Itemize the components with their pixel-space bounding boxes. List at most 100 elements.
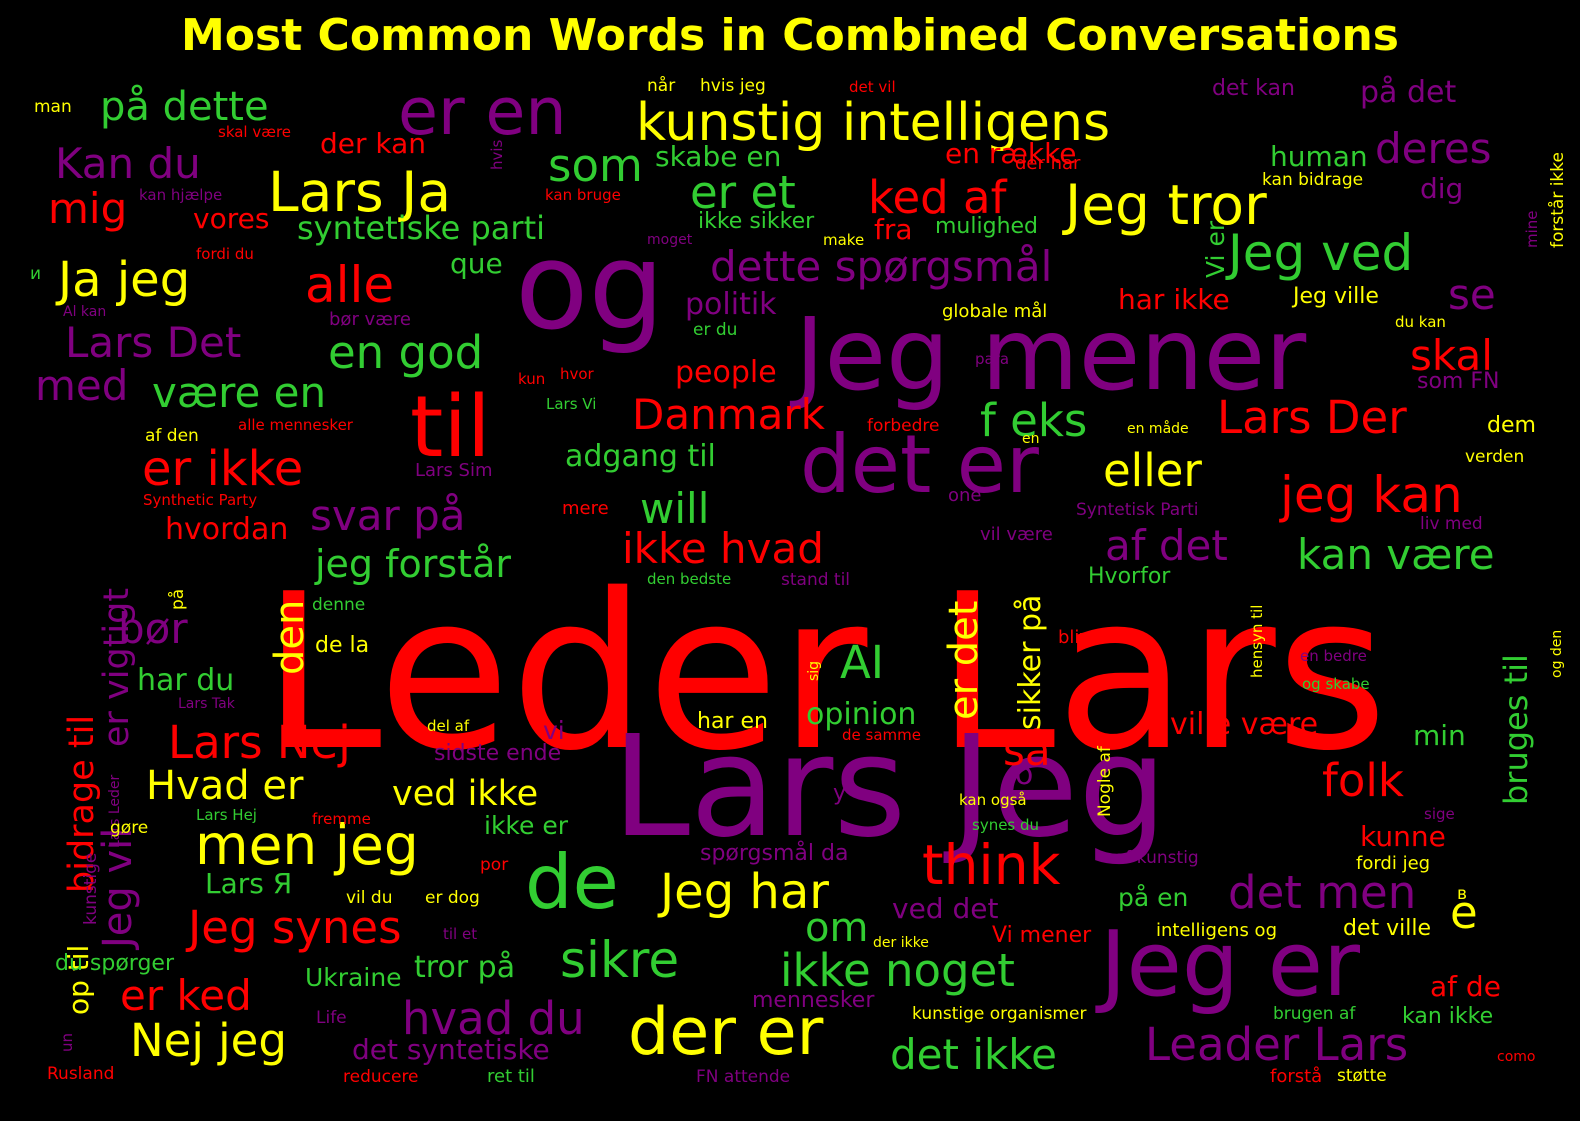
cloud-word: på dette <box>100 84 269 130</box>
cloud-word: human <box>1270 140 1368 173</box>
cloud-word: del af <box>427 717 470 735</box>
cloud-word: svar på <box>310 491 466 540</box>
cloud-word: people <box>675 355 777 390</box>
cloud-word: vi <box>543 716 565 745</box>
cloud-word: o <box>1015 757 1034 792</box>
cloud-word: Jeg har <box>660 864 829 920</box>
cloud-word: du kan <box>1395 313 1446 331</box>
cloud-word: har en <box>697 709 768 734</box>
cloud-word: det vil <box>849 78 896 96</box>
cloud-word: en <box>1022 431 1040 447</box>
cloud-word: bruges til <box>1497 654 1535 805</box>
cloud-word: til et <box>443 925 478 943</box>
cloud-word: e <box>1450 886 1478 939</box>
cloud-word: syntetiske parti <box>297 209 545 247</box>
cloud-word: verden <box>1465 447 1525 467</box>
cloud-word: moget <box>647 232 693 248</box>
cloud-word: hvis jeg <box>700 76 766 96</box>
cloud-word: hvordan <box>165 512 289 547</box>
cloud-word: spørgsmål da <box>700 841 849 866</box>
cloud-word: støtte <box>1337 1066 1387 1086</box>
cloud-word: opinion <box>806 697 917 732</box>
cloud-word: que <box>450 247 503 280</box>
cloud-word: folk <box>1322 754 1404 807</box>
cloud-word: en bedre <box>1300 647 1367 665</box>
cloud-word: mulighed <box>935 214 1039 239</box>
cloud-word: Lars Der <box>1217 391 1407 444</box>
cloud-word: f eks <box>980 394 1088 447</box>
cloud-word: reducere <box>343 1067 419 1087</box>
cloud-word: der har <box>1015 153 1081 174</box>
cloud-word: den bedste <box>647 570 732 588</box>
cloud-word: Kan du <box>55 139 201 188</box>
cloud-word: think <box>922 833 1061 897</box>
cloud-word: forstå <box>1270 1066 1323 1087</box>
cloud-word: deres <box>1375 124 1492 173</box>
cloud-word: når <box>647 76 676 96</box>
cloud-word: Jeg tror <box>1065 173 1267 237</box>
cloud-word: de samme <box>842 726 921 744</box>
cloud-word: skal være <box>218 123 292 141</box>
cloud-word: på det <box>1360 75 1457 110</box>
cloud-word: kan være <box>1297 530 1495 579</box>
cloud-word: kunstige organismer <box>912 1004 1087 1024</box>
cloud-word: Jeg ville <box>1293 284 1379 309</box>
cloud-word: om <box>805 905 869 951</box>
cloud-word: skal <box>1410 331 1493 380</box>
cloud-word: har ikke <box>1118 283 1230 316</box>
cloud-word: og skabe <box>1302 675 1370 693</box>
cloud-word: globale mål <box>942 301 1048 322</box>
cloud-word: FN attende <box>696 1067 791 1087</box>
cloud-word: så <box>1003 726 1051 775</box>
cloud-word: intelligens og <box>1156 920 1277 941</box>
cloud-word: mere <box>562 498 609 519</box>
cloud-word: Lars Jeg <box>612 706 1168 869</box>
cloud-word: være en <box>152 368 327 417</box>
cloud-word: er en <box>398 75 567 150</box>
cloud-word: man <box>34 97 72 117</box>
cloud-word: min <box>1413 719 1466 752</box>
cloud-word: kan ikke <box>1402 1004 1494 1029</box>
cloud-word: Synthetic Party <box>143 491 258 509</box>
cloud-word: tror på <box>414 950 516 985</box>
cloud-word: ville være <box>1170 707 1319 742</box>
cloud-word: er ked <box>120 971 252 1020</box>
cloud-word: det syntetiske <box>352 1033 550 1066</box>
cloud-word: Jeg er <box>1100 912 1361 1017</box>
cloud-word: Lars Vi <box>546 395 597 413</box>
cloud-word: por <box>480 855 509 875</box>
cloud-word: Hvad er <box>146 763 304 809</box>
cloud-word: jeg forstår <box>315 542 511 586</box>
cloud-word: dig <box>1420 172 1464 205</box>
cloud-word: ikke noget <box>780 944 1015 997</box>
cloud-word: og den <box>1549 629 1565 678</box>
cloud-word: ved det <box>892 892 999 925</box>
cloud-word: para <box>975 350 1010 368</box>
cloud-word: du spørger <box>55 951 174 976</box>
cloud-word: det er <box>800 418 1039 511</box>
cloud-word: der ikke <box>873 935 929 951</box>
cloud-word: make <box>823 231 865 249</box>
cloud-word: politik <box>685 287 777 322</box>
cloud-word: Lars Hej <box>196 806 257 824</box>
cloud-word: AI <box>840 636 885 689</box>
cloud-word: Vi er <box>1201 220 1230 278</box>
cloud-word: med <box>35 361 129 410</box>
cloud-word: ikke er <box>484 811 568 840</box>
cloud-word: liv med <box>1420 514 1483 534</box>
cloud-word: de la <box>315 633 370 658</box>
cloud-word: hvor <box>560 365 594 383</box>
cloud-word: der er <box>628 995 824 1070</box>
cloud-word: og <box>515 218 665 357</box>
cloud-word: det ikke <box>890 1030 1057 1079</box>
cloud-word: Lars Ja <box>268 160 452 224</box>
cloud-word: Vi mener <box>992 923 1092 948</box>
cloud-word: som FN <box>1417 369 1500 394</box>
cloud-word: bør være <box>329 309 411 330</box>
cloud-word: fremme <box>312 810 371 828</box>
cloud-word: sig <box>806 660 822 681</box>
cloud-word: er det <box>941 600 987 720</box>
cloud-word: Ukraine <box>305 963 402 992</box>
cloud-word: brugen af <box>1273 1004 1356 1024</box>
